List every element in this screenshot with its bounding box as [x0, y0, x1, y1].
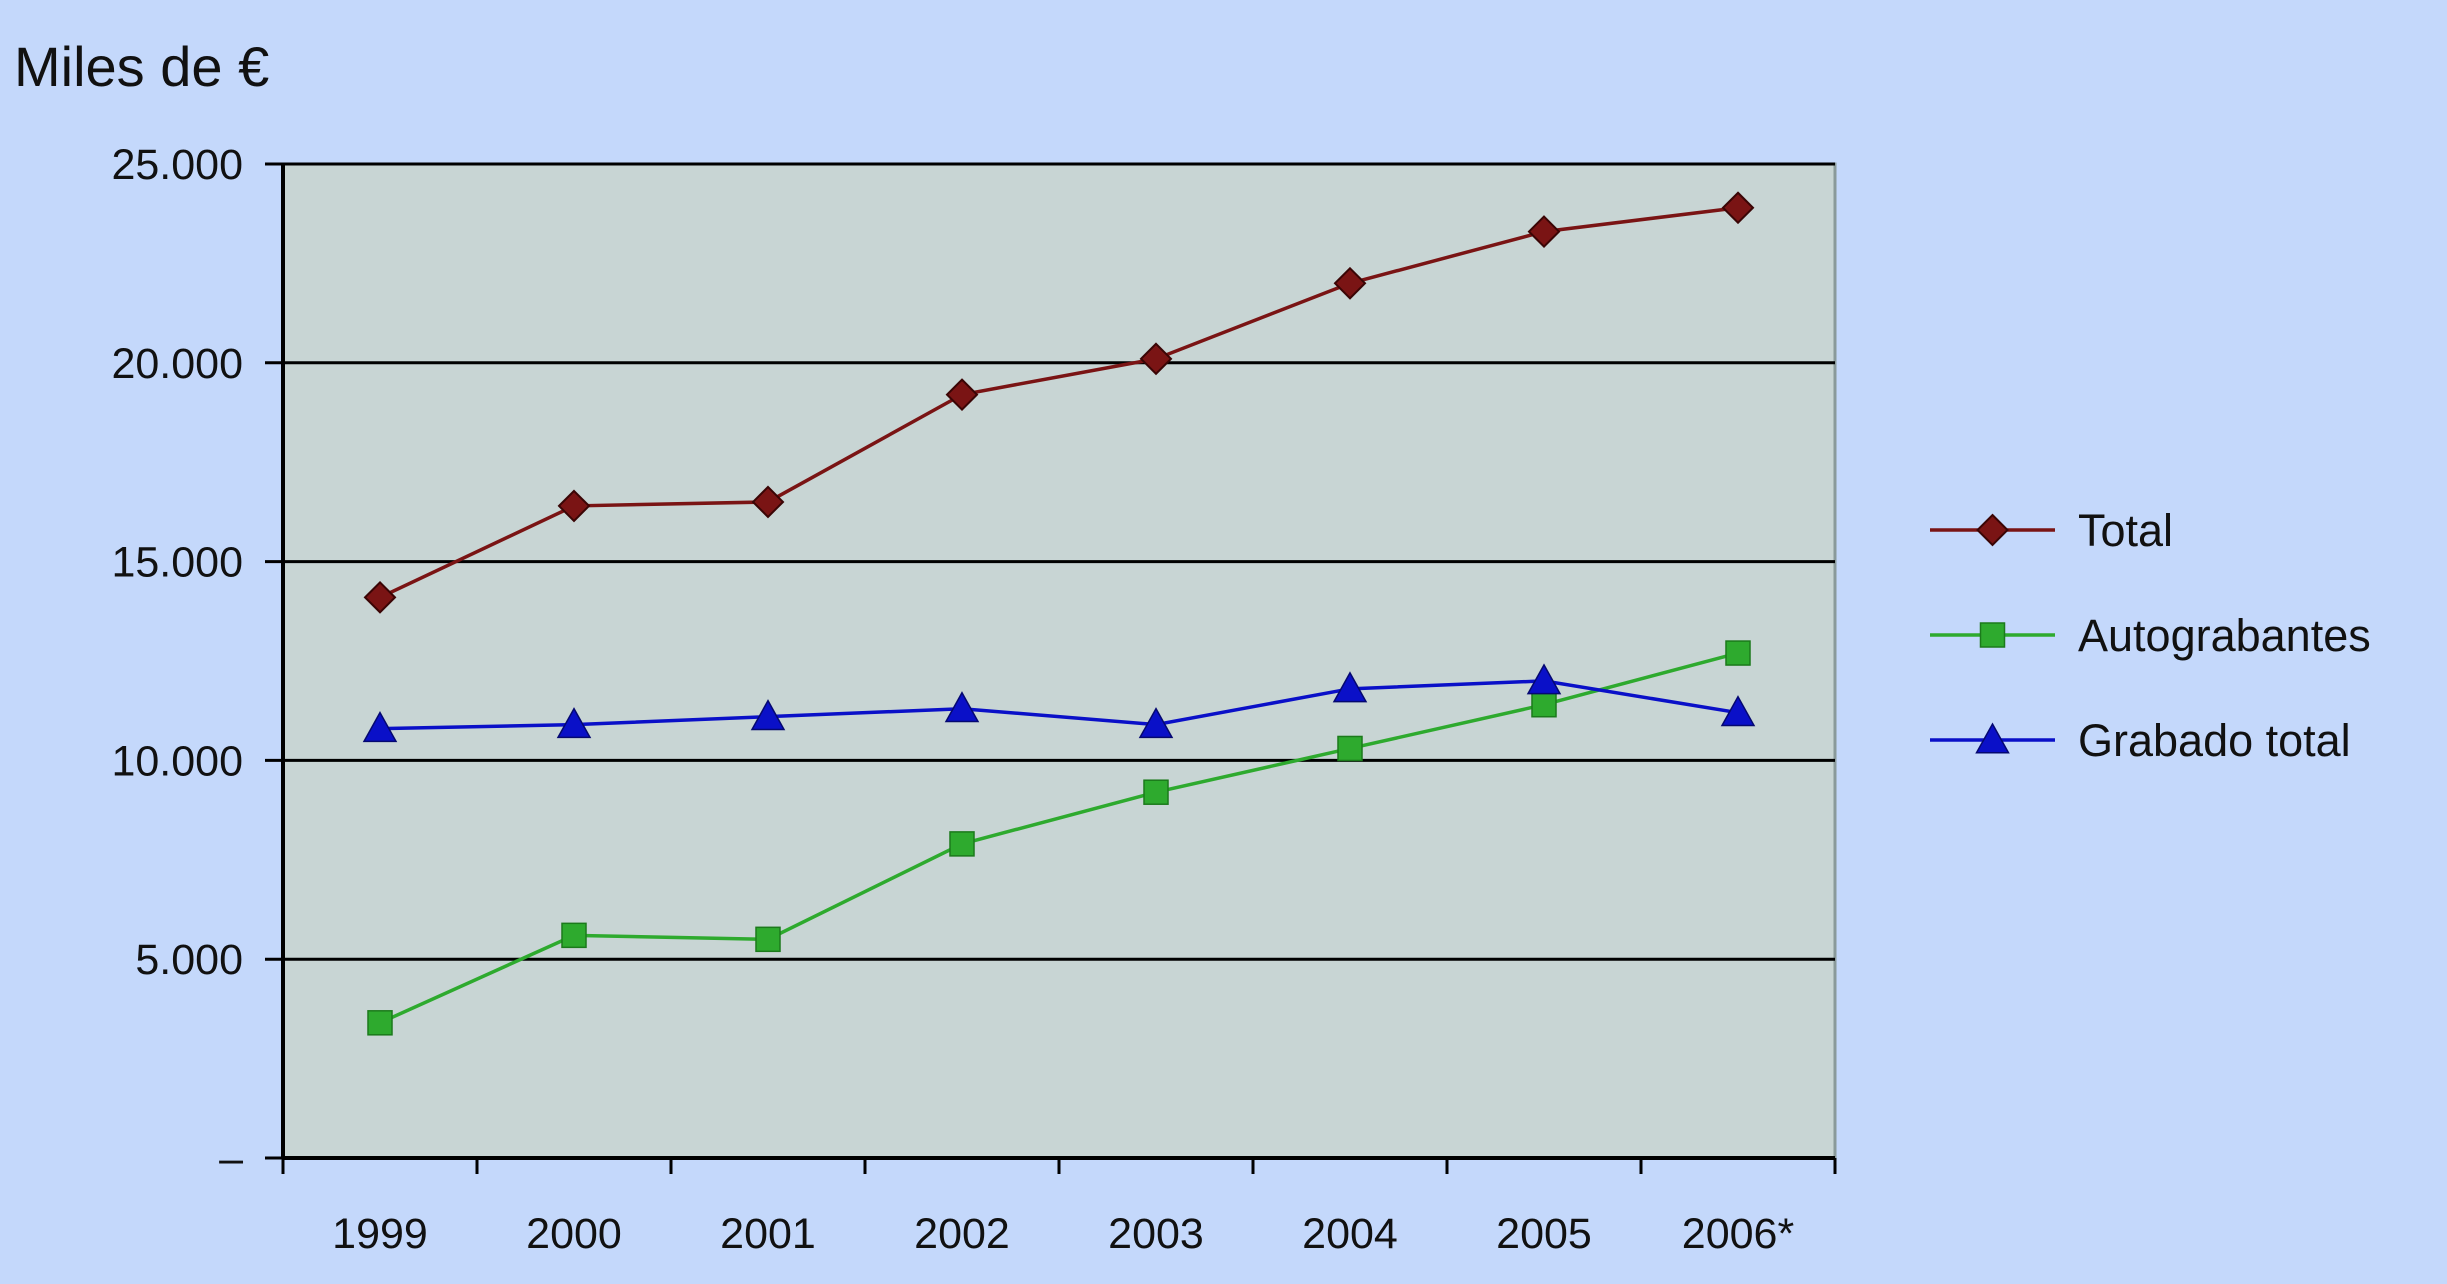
y-axis-label: Miles de € [14, 35, 269, 98]
x-tick-label: 2004 [1302, 1210, 1398, 1258]
y-tick-label: 20.000 [111, 340, 243, 388]
point-autograbantes [1531, 691, 1557, 718]
point-total [1527, 215, 1561, 249]
point-autograbantes [1337, 735, 1363, 762]
series-line-autograbantes [379, 651, 1739, 1025]
point-grabado-total [362, 711, 398, 743]
point-autograbantes [367, 1010, 393, 1036]
x-tick-label: 2001 [720, 1210, 816, 1258]
series-line-total [379, 205, 1739, 599]
point-autograbantes [1725, 640, 1751, 666]
y-tick-label: 10.000 [111, 737, 243, 785]
point-autograbantes [561, 922, 587, 949]
x-tick-label: 1999 [332, 1210, 428, 1258]
point-total [1333, 266, 1367, 300]
series-line-grabado-total [379, 679, 1739, 731]
point-autograbantes [949, 831, 975, 857]
y-tick-label: 15.000 [111, 539, 243, 587]
point-autograbantes [755, 926, 781, 953]
point-total [1139, 342, 1173, 376]
point-total [557, 489, 591, 523]
point-grabado-total [944, 691, 980, 723]
point-grabado-total [1720, 695, 1756, 727]
point-grabado-total [1332, 671, 1368, 703]
legend-marker-autograbantes [1979, 622, 2006, 648]
point-grabado-total [556, 707, 592, 739]
x-tick-label: 2005 [1496, 1210, 1592, 1258]
point-grabado-total [750, 699, 786, 731]
legend-marker-total [1976, 513, 2009, 547]
plot-area [281, 162, 1837, 1160]
point-grabado-total [1138, 707, 1174, 739]
x-tick-label: 2003 [1108, 1210, 1204, 1258]
y-tick-label: 25.000 [111, 141, 243, 189]
x-tick-label: 2006* [1682, 1210, 1795, 1258]
y-tick-label: – [219, 1135, 243, 1183]
legend-marker-grabado-total [1975, 722, 2010, 754]
point-total [751, 485, 785, 519]
point-total [363, 580, 397, 614]
legend-label-grabado-total: Grabado total [2078, 715, 2351, 766]
legend-label-autograbantes: Autograbantes [2078, 610, 2371, 661]
x-tick-label: 2000 [526, 1210, 622, 1258]
y-tick-label: 5.000 [135, 936, 243, 984]
point-autograbantes [1143, 779, 1169, 805]
legend-label-total: Total [2078, 505, 2173, 556]
point-total [1721, 191, 1755, 225]
x-tick-label: 2002 [914, 1210, 1010, 1258]
point-total [945, 378, 979, 412]
point-grabado-total [1526, 663, 1562, 695]
